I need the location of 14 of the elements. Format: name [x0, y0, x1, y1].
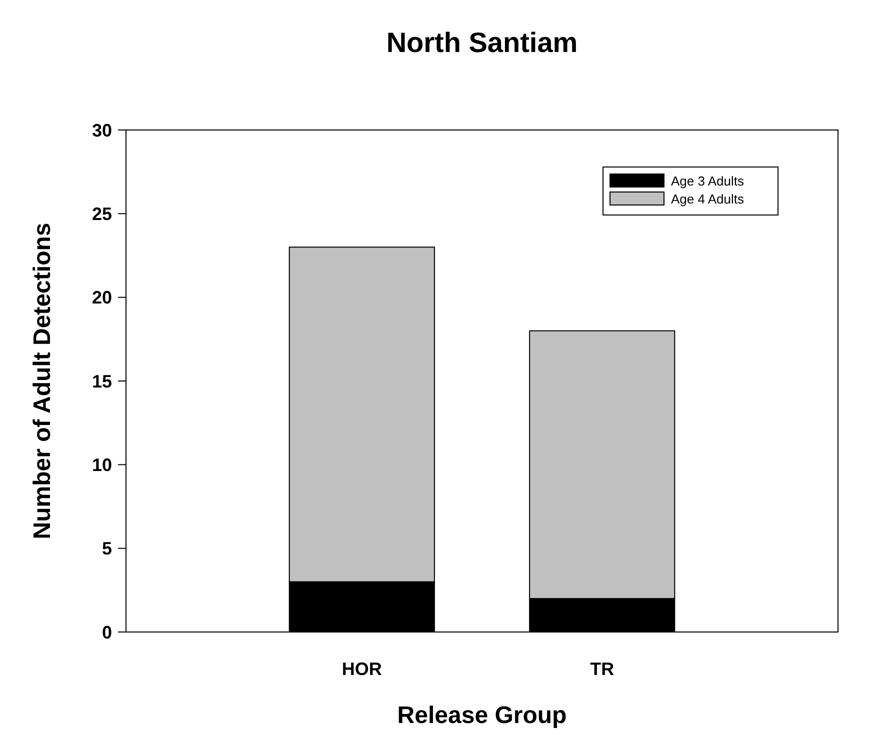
- y-tick-label: 30: [92, 120, 112, 140]
- y-tick-label: 15: [92, 371, 112, 392]
- legend-label: Age 4 Adults: [671, 192, 744, 207]
- legend-label: Age 3 Adults: [671, 174, 744, 189]
- y-tick-label: 25: [92, 204, 112, 224]
- y-tick-label: 10: [92, 454, 112, 475]
- x-tick-label: HOR: [342, 659, 382, 679]
- y-tick-label: 20: [92, 288, 112, 308]
- y-tick-label: 0: [102, 622, 112, 642]
- x-axis-title: Release Group: [397, 702, 567, 729]
- chart-title: North Santiam: [386, 27, 578, 58]
- x-tick-label: TR: [590, 659, 614, 679]
- y-axis-title: Number of Adult Detections: [29, 222, 56, 540]
- y-tick-label: 5: [102, 538, 112, 559]
